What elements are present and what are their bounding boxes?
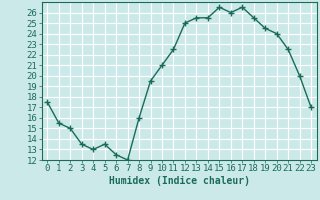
X-axis label: Humidex (Indice chaleur): Humidex (Indice chaleur) (109, 176, 250, 186)
